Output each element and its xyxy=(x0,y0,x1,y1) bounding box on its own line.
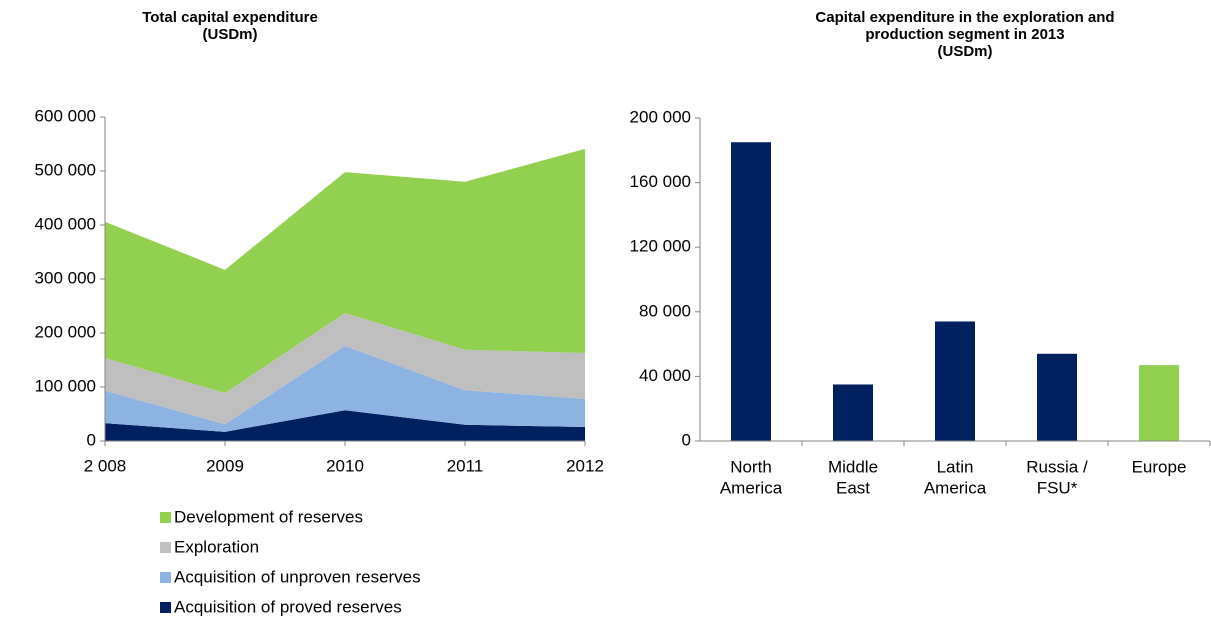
y-tick-label: 0 xyxy=(87,430,96,449)
y-tick-label: 200 000 xyxy=(35,322,96,341)
x-tick-label: Europe xyxy=(1132,457,1187,476)
legend-label: Acquisition of proved reserves xyxy=(174,597,402,616)
legend-label: Exploration xyxy=(174,537,259,556)
y-tick-label: 400 000 xyxy=(35,214,96,233)
legend-swatch xyxy=(160,602,171,613)
area xyxy=(105,148,585,393)
legend-swatch xyxy=(160,542,171,553)
area xyxy=(105,313,585,425)
y-tick-label: 200 000 xyxy=(630,107,691,126)
chart-title: production segment in 2013 xyxy=(865,26,1064,43)
y-tick-label: 600 000 xyxy=(35,106,96,125)
y-tick-label: 80 000 xyxy=(639,301,691,320)
chart-title: (USDm) xyxy=(938,43,993,60)
area xyxy=(105,410,585,441)
x-tick-label: America xyxy=(720,478,783,497)
x-tick-label: 2010 xyxy=(326,456,364,475)
bar xyxy=(1139,365,1179,441)
bar xyxy=(935,321,975,441)
x-tick-label: 2009 xyxy=(206,456,244,475)
x-tick-label: FSU* xyxy=(1037,478,1078,497)
bar xyxy=(833,384,873,441)
x-tick-label: Russia / xyxy=(1026,457,1088,476)
x-tick-label: 2012 xyxy=(566,456,604,475)
bar xyxy=(1037,353,1077,441)
y-tick-label: 500 000 xyxy=(35,160,96,179)
y-tick-label: 0 xyxy=(682,430,691,449)
x-tick-label: America xyxy=(924,478,987,497)
x-tick-label: East xyxy=(836,478,870,497)
legend-swatch xyxy=(160,512,171,523)
x-tick-label: Latin xyxy=(937,457,974,476)
bar xyxy=(731,142,771,441)
chart-title: Total capital expenditure xyxy=(142,9,318,26)
legend-swatch xyxy=(160,572,171,583)
chart-title: Capital expenditure in the exploration a… xyxy=(815,9,1114,26)
legend-label: Development of reserves xyxy=(174,507,363,526)
chart-title: (USDm) xyxy=(203,26,258,43)
y-tick-label: 100 000 xyxy=(35,376,96,395)
y-tick-label: 40 000 xyxy=(639,366,691,385)
y-tick-label: 160 000 xyxy=(630,172,691,191)
x-tick-label: 2 008 xyxy=(84,456,127,475)
y-tick-label: 300 000 xyxy=(35,268,96,287)
legend-label: Acquisition of unproven reserves xyxy=(174,567,421,586)
x-tick-label: 2011 xyxy=(447,456,484,475)
area xyxy=(105,345,585,432)
x-tick-label: North xyxy=(730,457,772,476)
x-tick-label: Middle xyxy=(828,457,878,476)
y-tick-label: 120 000 xyxy=(630,237,691,256)
